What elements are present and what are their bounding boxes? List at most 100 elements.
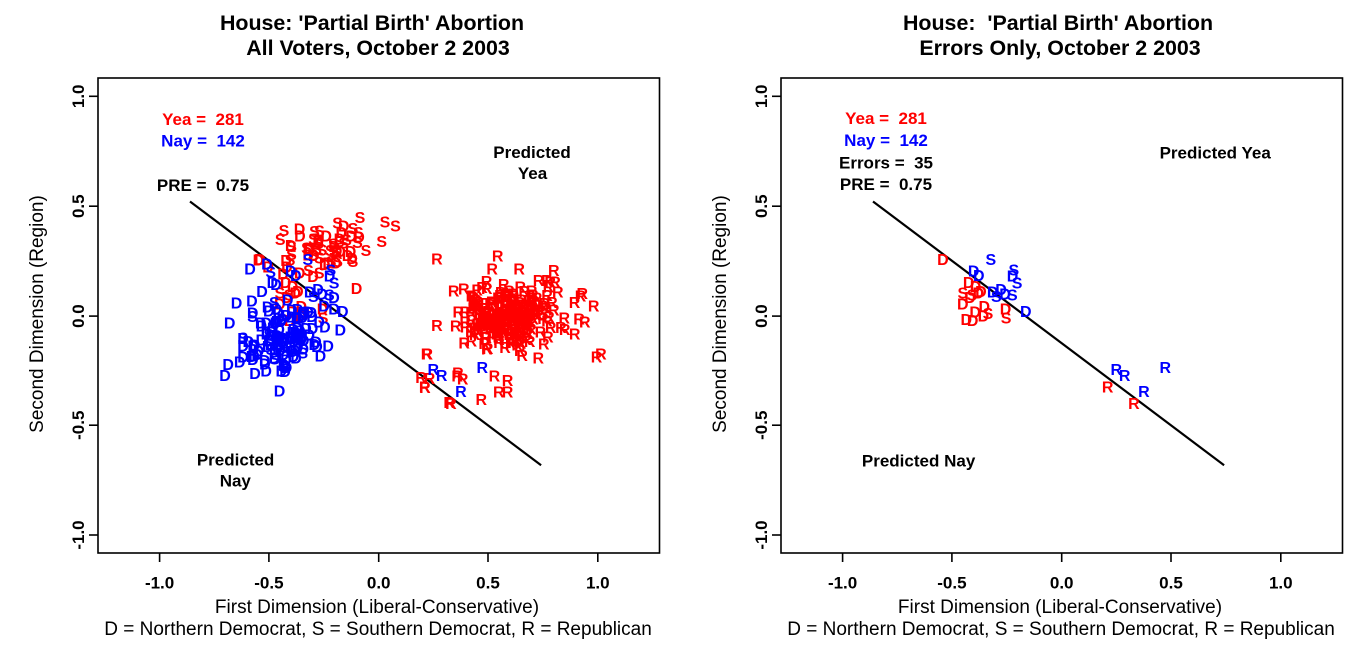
svg-text:R: R: [522, 314, 534, 331]
svg-text:R: R: [472, 321, 484, 338]
svg-text:R: R: [472, 326, 484, 343]
svg-text:R: R: [569, 326, 581, 343]
svg-text:D: D: [270, 315, 282, 332]
svg-text:S: S: [985, 252, 996, 269]
svg-text:R: R: [502, 306, 514, 323]
svg-text:R: R: [486, 295, 498, 312]
svg-text:R: R: [507, 287, 519, 304]
svg-text:R: R: [523, 307, 535, 324]
svg-text:D: D: [286, 302, 298, 319]
svg-text:R: R: [481, 281, 493, 298]
svg-text:D: D: [308, 248, 320, 265]
svg-text:D: D: [260, 363, 272, 380]
svg-text:R: R: [541, 273, 553, 290]
svg-text:R: R: [497, 326, 509, 343]
svg-text:R: R: [523, 293, 535, 310]
svg-text:D: D: [278, 312, 290, 329]
svg-text:D: D: [294, 221, 306, 238]
svg-text:S: S: [278, 359, 289, 376]
svg-text:R: R: [535, 325, 547, 342]
svg-text:D: D: [273, 337, 285, 354]
svg-text:D: D: [286, 305, 298, 322]
svg-text:R: R: [523, 315, 535, 332]
svg-text:S: S: [348, 221, 359, 238]
svg-text:S: S: [328, 236, 339, 253]
svg-text:D: D: [293, 330, 305, 347]
svg-text:Errors Only, October 2 2003: Errors Only, October 2 2003: [919, 36, 1200, 60]
svg-text:S: S: [325, 243, 336, 260]
svg-text:S: S: [314, 265, 325, 282]
svg-text:D: D: [298, 305, 310, 322]
svg-text:D: D: [302, 305, 314, 322]
svg-text:R: R: [501, 293, 513, 310]
svg-text:Predicted: Predicted: [493, 143, 570, 162]
svg-text:D: D: [319, 257, 331, 274]
svg-text:R: R: [431, 252, 443, 269]
svg-text:R: R: [499, 304, 511, 321]
svg-text:D: D: [353, 229, 365, 246]
svg-text:R: R: [469, 327, 481, 344]
svg-text:D: D: [277, 331, 289, 348]
svg-text:D: D: [234, 355, 246, 372]
svg-text:D: D: [286, 330, 298, 347]
svg-text:D: D: [231, 296, 243, 313]
svg-text:D: D: [248, 349, 260, 366]
svg-text:R: R: [499, 324, 511, 341]
svg-text:D: D: [342, 248, 354, 265]
svg-text:R: R: [506, 314, 518, 331]
svg-text:R: R: [499, 299, 511, 316]
svg-text:R: R: [492, 312, 504, 329]
svg-text:R: R: [491, 322, 503, 339]
svg-text:R: R: [511, 303, 523, 320]
svg-text:S: S: [314, 251, 325, 268]
svg-text:D: D: [961, 312, 973, 329]
svg-text:R: R: [505, 331, 517, 348]
svg-text:R: R: [506, 309, 518, 326]
svg-text:D: D: [290, 350, 302, 367]
svg-text:D: D: [273, 331, 285, 348]
svg-text:D: D: [328, 239, 340, 256]
svg-text:S: S: [275, 232, 286, 249]
svg-text:R: R: [533, 273, 545, 290]
svg-text:PRE = 0.75: PRE = 0.75: [157, 176, 249, 195]
svg-text:D: D: [300, 321, 312, 338]
svg-text:D: D: [273, 331, 285, 348]
svg-text:R: R: [487, 295, 499, 312]
svg-text:R: R: [481, 306, 493, 323]
svg-text:R: R: [515, 308, 527, 325]
svg-text:R: R: [489, 369, 501, 386]
svg-text:S: S: [294, 331, 305, 348]
svg-text:D: D: [265, 337, 277, 354]
svg-text:D: D: [267, 320, 279, 337]
svg-text:S: S: [318, 310, 329, 327]
svg-text:R: R: [537, 299, 549, 316]
svg-text:R: R: [516, 321, 528, 338]
svg-text:R: R: [514, 343, 526, 360]
svg-text:D: D: [256, 284, 268, 301]
svg-text:D: D: [315, 348, 327, 365]
svg-text:D: D: [296, 299, 308, 316]
svg-text:R: R: [477, 301, 489, 318]
svg-text:R: R: [482, 304, 494, 321]
svg-text:S: S: [338, 236, 349, 253]
svg-text:R: R: [520, 316, 532, 333]
svg-text:R: R: [480, 308, 492, 325]
svg-text:R: R: [1102, 380, 1114, 397]
svg-text:D: D: [290, 328, 302, 345]
svg-text:D: D: [975, 284, 987, 301]
svg-text:R: R: [1138, 384, 1150, 401]
svg-text:D: D: [276, 334, 288, 351]
svg-text:D: D: [292, 284, 304, 301]
svg-text:S: S: [390, 219, 401, 236]
svg-text:S: S: [1001, 310, 1012, 327]
svg-text:D: D: [303, 243, 315, 260]
svg-text:S: S: [265, 265, 276, 282]
svg-text:R: R: [498, 309, 510, 326]
svg-text:R: R: [486, 312, 498, 329]
svg-text:R: R: [552, 285, 564, 302]
svg-text:R: R: [471, 283, 483, 300]
svg-text:R: R: [511, 338, 523, 355]
svg-text:D: D: [995, 282, 1007, 299]
svg-text:S: S: [286, 247, 297, 264]
svg-text:D: D: [281, 259, 293, 276]
